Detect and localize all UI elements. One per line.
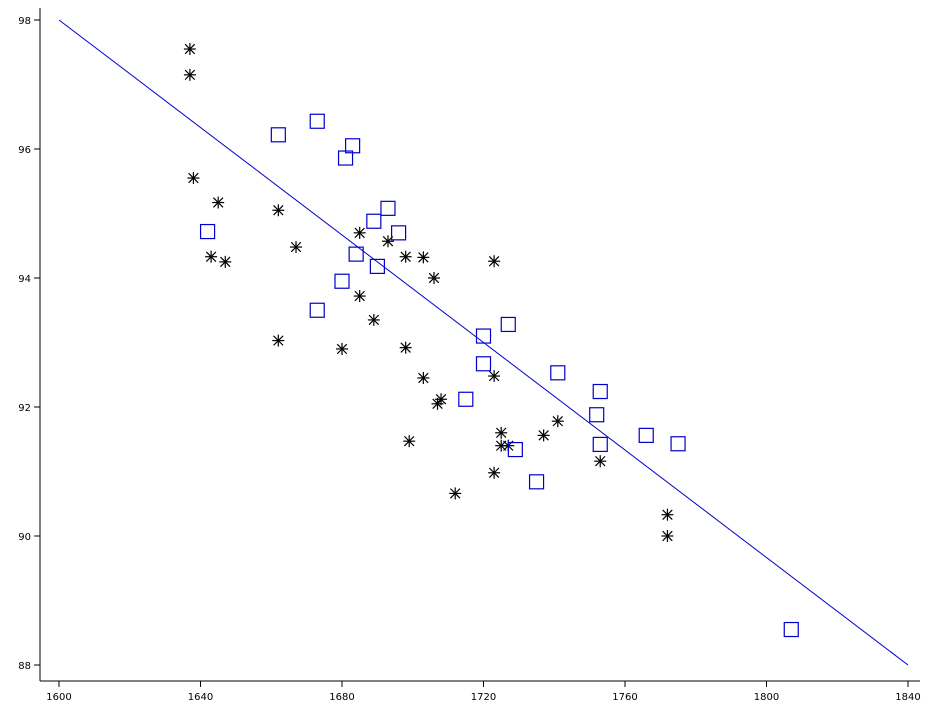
square-point [270,127,286,143]
y-tick-label: 94 [18,274,31,285]
axes [39,8,920,682]
x-tick-label: 1680 [329,692,354,703]
star-point [353,290,366,303]
star-point [661,508,674,521]
star-point [212,196,225,209]
square-point [309,113,325,129]
star-point [435,393,448,406]
square-point [507,441,523,458]
square-point [670,436,686,452]
star-point [187,172,200,185]
x-tick-label: 1800 [754,692,779,703]
x-tick-label: 1760 [612,692,637,703]
star-point [403,435,416,448]
star-point [488,466,501,479]
x-tick-label: 1720 [471,692,496,703]
star-point [417,371,430,384]
square-point [391,225,407,241]
star-point [495,426,508,439]
star-point [594,455,607,468]
square-point [199,223,216,240]
square-point [475,356,492,372]
star-point [272,334,285,347]
x-tick-label: 1640 [188,692,213,703]
square-point [589,407,605,423]
star-point [417,251,430,264]
square-point [369,258,385,274]
star-point [336,342,348,355]
square-point [380,200,396,216]
star-point [367,313,380,326]
x-tick-label: 1600 [46,692,71,703]
star-point [537,429,550,442]
square-point [592,383,608,400]
star-point [488,370,501,383]
square-point [458,391,474,407]
star-point [183,43,196,56]
star-point [272,204,285,217]
star-point [399,341,412,354]
square-point [366,213,382,229]
square-point [783,621,799,638]
x-axis-ticks: 1600 1640 1680 1720 1760 1800 1840 [46,681,921,703]
star-point [551,415,564,428]
square-point [528,474,545,490]
square-point [550,365,566,381]
square-point [309,302,325,318]
star-point [290,241,303,254]
star-point [399,250,412,263]
data-points [183,43,799,638]
y-axis-ticks: 88 90 92 94 96 98 [18,16,40,672]
y-tick-label: 92 [18,403,31,414]
star-point [488,255,501,268]
y-tick-label: 88 [18,661,31,672]
star-point [661,530,674,542]
star-point [427,272,440,284]
square-point [638,427,654,443]
star-point [449,487,462,500]
square-point [345,138,361,154]
star-point [219,255,232,268]
square-point [334,273,350,289]
square-point [348,246,364,262]
y-tick-label: 98 [18,16,31,27]
square-point [592,436,608,453]
x-tick-label: 1840 [895,692,920,703]
square-point [475,328,492,344]
star-point [183,68,196,81]
square-point [500,316,516,333]
star-point [205,250,218,263]
star-point [353,226,366,239]
y-tick-label: 96 [18,145,31,156]
y-tick-label: 90 [18,532,31,543]
